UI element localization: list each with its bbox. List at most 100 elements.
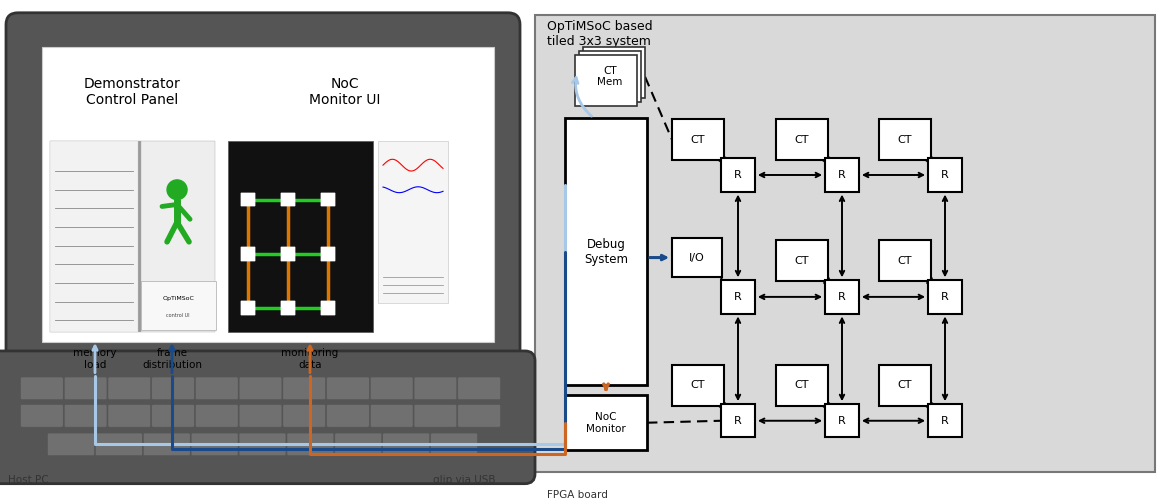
FancyBboxPatch shape — [281, 247, 295, 260]
FancyBboxPatch shape — [335, 433, 382, 456]
FancyBboxPatch shape — [152, 404, 194, 427]
FancyBboxPatch shape — [825, 404, 859, 438]
Text: monitoring
data: monitoring data — [281, 348, 338, 370]
FancyBboxPatch shape — [282, 377, 325, 400]
FancyBboxPatch shape — [928, 280, 962, 314]
FancyBboxPatch shape — [321, 247, 335, 260]
FancyBboxPatch shape — [565, 395, 647, 450]
Text: FPGA board: FPGA board — [547, 490, 608, 500]
FancyBboxPatch shape — [21, 377, 63, 400]
FancyBboxPatch shape — [928, 404, 962, 438]
FancyBboxPatch shape — [281, 301, 295, 314]
FancyBboxPatch shape — [878, 364, 931, 406]
FancyBboxPatch shape — [321, 301, 335, 314]
FancyBboxPatch shape — [458, 404, 501, 427]
FancyBboxPatch shape — [565, 118, 647, 386]
Text: CT: CT — [795, 256, 809, 266]
FancyBboxPatch shape — [241, 192, 254, 206]
FancyBboxPatch shape — [64, 404, 107, 427]
Text: CT: CT — [898, 380, 912, 390]
FancyBboxPatch shape — [321, 192, 335, 206]
Text: CT: CT — [690, 134, 705, 144]
FancyBboxPatch shape — [241, 247, 254, 260]
Text: I/O: I/O — [689, 252, 705, 262]
FancyBboxPatch shape — [241, 192, 254, 206]
FancyBboxPatch shape — [371, 404, 413, 427]
FancyBboxPatch shape — [321, 192, 335, 206]
FancyBboxPatch shape — [575, 55, 637, 106]
Text: frame
distribution: frame distribution — [142, 348, 202, 370]
FancyBboxPatch shape — [382, 433, 430, 456]
Text: R: R — [838, 416, 846, 426]
FancyBboxPatch shape — [152, 377, 194, 400]
Text: R: R — [734, 170, 741, 180]
FancyBboxPatch shape — [141, 140, 215, 332]
FancyBboxPatch shape — [720, 404, 755, 438]
Text: OpTiMSoC: OpTiMSoC — [163, 296, 194, 301]
FancyBboxPatch shape — [776, 240, 829, 281]
Text: memory
load: memory load — [73, 348, 116, 370]
Text: CT: CT — [795, 380, 809, 390]
Text: CT: CT — [690, 380, 705, 390]
FancyBboxPatch shape — [228, 140, 373, 332]
FancyBboxPatch shape — [42, 47, 494, 342]
FancyBboxPatch shape — [108, 377, 151, 400]
FancyBboxPatch shape — [239, 377, 282, 400]
FancyBboxPatch shape — [195, 377, 238, 400]
Text: Debug
System: Debug System — [584, 238, 627, 266]
FancyBboxPatch shape — [583, 47, 645, 98]
FancyBboxPatch shape — [239, 433, 286, 456]
FancyBboxPatch shape — [282, 404, 325, 427]
Text: CT
Mem: CT Mem — [597, 66, 623, 88]
Text: R: R — [941, 416, 949, 426]
Text: R: R — [838, 170, 846, 180]
FancyBboxPatch shape — [0, 351, 535, 484]
FancyBboxPatch shape — [6, 13, 521, 376]
FancyBboxPatch shape — [50, 140, 141, 332]
FancyBboxPatch shape — [878, 119, 931, 160]
FancyBboxPatch shape — [378, 140, 449, 303]
FancyBboxPatch shape — [241, 301, 254, 314]
Text: R: R — [838, 292, 846, 302]
FancyBboxPatch shape — [672, 119, 724, 160]
FancyBboxPatch shape — [535, 14, 1155, 472]
Text: CT: CT — [898, 134, 912, 144]
FancyBboxPatch shape — [672, 238, 722, 277]
Text: CT: CT — [898, 256, 912, 266]
FancyBboxPatch shape — [928, 158, 962, 192]
Text: NoC
Monitor UI: NoC Monitor UI — [309, 76, 381, 107]
FancyBboxPatch shape — [143, 433, 191, 456]
Text: Host PC: Host PC — [8, 474, 49, 484]
Text: R: R — [941, 292, 949, 302]
FancyBboxPatch shape — [281, 247, 295, 260]
FancyBboxPatch shape — [241, 247, 254, 260]
FancyBboxPatch shape — [281, 192, 295, 206]
Text: R: R — [734, 416, 741, 426]
FancyBboxPatch shape — [825, 280, 859, 314]
FancyBboxPatch shape — [371, 377, 413, 400]
FancyBboxPatch shape — [64, 377, 107, 400]
FancyBboxPatch shape — [321, 247, 335, 260]
FancyBboxPatch shape — [141, 281, 216, 330]
FancyBboxPatch shape — [108, 404, 151, 427]
Text: glip via USB: glip via USB — [432, 474, 495, 484]
FancyBboxPatch shape — [327, 377, 370, 400]
FancyBboxPatch shape — [239, 404, 282, 427]
FancyBboxPatch shape — [241, 301, 254, 314]
FancyBboxPatch shape — [431, 433, 478, 456]
FancyBboxPatch shape — [672, 364, 724, 406]
FancyBboxPatch shape — [192, 433, 238, 456]
FancyBboxPatch shape — [776, 364, 829, 406]
FancyBboxPatch shape — [327, 404, 370, 427]
Text: R: R — [941, 170, 949, 180]
FancyBboxPatch shape — [720, 280, 755, 314]
FancyBboxPatch shape — [720, 158, 755, 192]
FancyBboxPatch shape — [95, 433, 142, 456]
FancyBboxPatch shape — [281, 301, 295, 314]
FancyBboxPatch shape — [50, 140, 138, 332]
FancyBboxPatch shape — [281, 192, 295, 206]
FancyBboxPatch shape — [414, 377, 457, 400]
FancyBboxPatch shape — [321, 301, 335, 314]
Text: NoC
Monitor: NoC Monitor — [586, 412, 626, 434]
Text: control UI: control UI — [166, 313, 191, 318]
